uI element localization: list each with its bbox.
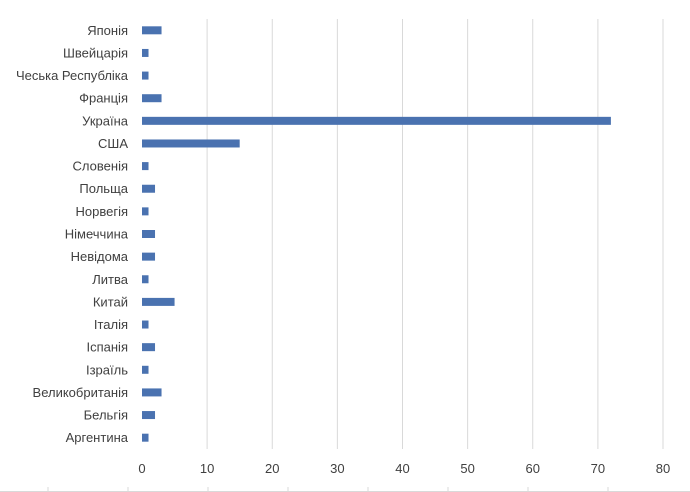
category-label: Франція xyxy=(79,91,128,106)
category-label: Китай xyxy=(93,294,128,309)
category-label: Литва xyxy=(92,272,129,287)
bar xyxy=(142,184,156,193)
bar xyxy=(142,48,149,57)
category-label: Чеська Республіка xyxy=(16,68,129,83)
category-label: Україна xyxy=(82,113,129,128)
bar xyxy=(142,365,149,374)
bar xyxy=(142,162,149,171)
category-label: Норвегія xyxy=(75,204,128,219)
x-tick-label: 40 xyxy=(395,461,409,476)
bar xyxy=(142,275,149,284)
bars xyxy=(142,26,611,442)
category-label: Бельгія xyxy=(84,408,128,423)
chart-frame-ticks xyxy=(0,487,690,492)
x-tick-label: 0 xyxy=(138,461,145,476)
category-labels: Японія Швейцарія Чеська Республіка Франція У… xyxy=(16,23,129,445)
bar xyxy=(142,139,240,148)
category-label: Німеччина xyxy=(65,227,129,242)
bar xyxy=(142,252,156,261)
x-tick-label: 30 xyxy=(330,461,344,476)
category-label: Іспанія xyxy=(87,340,129,355)
bar xyxy=(142,26,162,35)
bar xyxy=(142,320,149,329)
x-tick-labels: 0 10 20 30 40 50 60 70 80 xyxy=(138,461,670,476)
category-label: США xyxy=(98,136,128,151)
bar xyxy=(142,411,156,420)
x-tick-label: 20 xyxy=(265,461,279,476)
x-tick-label: 10 xyxy=(200,461,214,476)
category-label: Великобританія xyxy=(33,385,128,400)
category-label: Польща xyxy=(79,181,128,196)
x-tick-label: 70 xyxy=(591,461,605,476)
x-tick-label: 80 xyxy=(656,461,670,476)
bar xyxy=(142,297,175,306)
x-tick-label: 60 xyxy=(526,461,540,476)
category-label: Ізраїль xyxy=(86,362,128,377)
gridlines xyxy=(206,19,664,449)
bar xyxy=(142,230,156,238)
bar xyxy=(142,433,149,442)
x-tick-label: 50 xyxy=(460,461,474,476)
category-label: Швейцарія xyxy=(63,45,128,60)
category-label: Японія xyxy=(87,23,128,38)
bar xyxy=(142,116,611,125)
category-label: Словенія xyxy=(73,159,128,174)
bar xyxy=(142,207,149,216)
category-label: Аргентина xyxy=(66,430,129,445)
bar xyxy=(142,94,162,103)
category-label: Італія xyxy=(94,317,128,332)
bar xyxy=(142,343,156,352)
bar xyxy=(142,71,149,80)
category-label: Невідома xyxy=(71,249,129,264)
bar xyxy=(142,388,162,397)
